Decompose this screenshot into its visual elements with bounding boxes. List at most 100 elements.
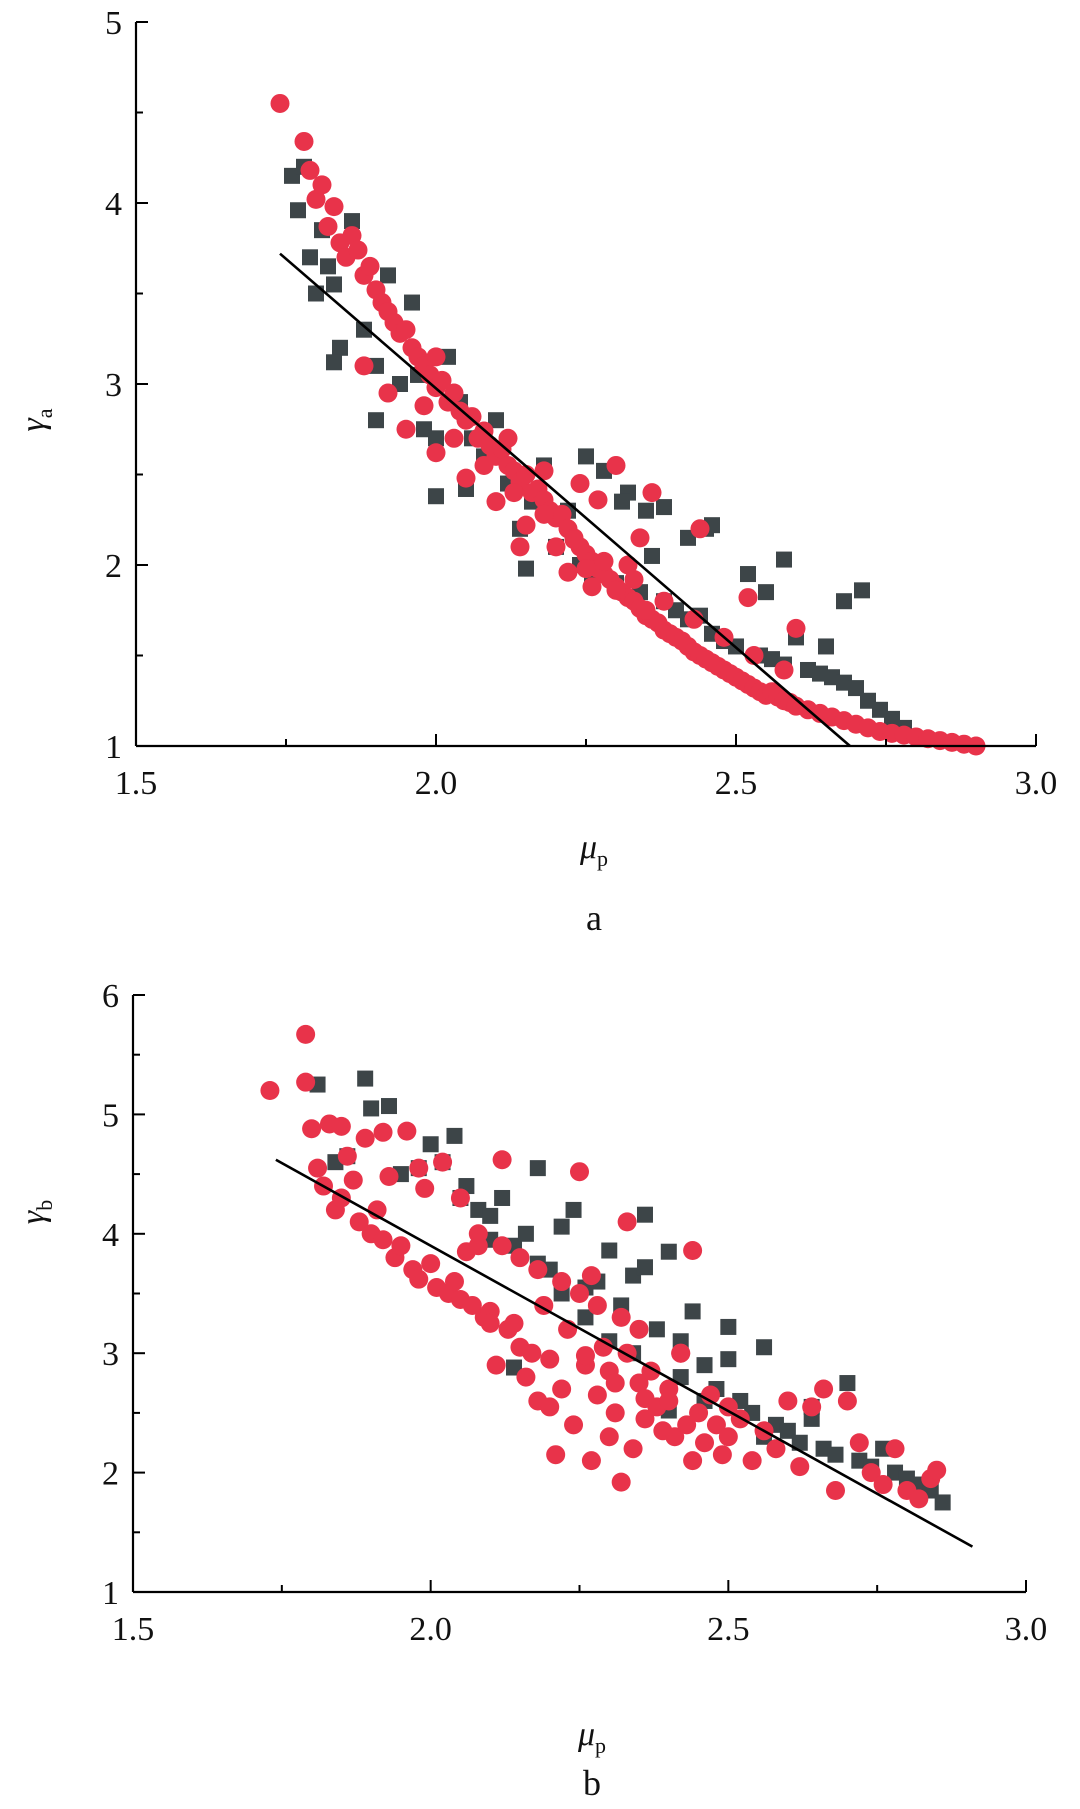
- panel-b-point: [373, 1230, 393, 1250]
- panel-b-y-tick-label: 3: [102, 1336, 119, 1373]
- panel-b-point: [468, 1224, 488, 1244]
- panel-b-point: [660, 1243, 677, 1260]
- panel-b-series-circles: [260, 1024, 947, 1509]
- panel-b-point: [296, 1072, 316, 1092]
- panel-b-point: [391, 1236, 411, 1256]
- panel-b-ticks: 1.5 2.0 2.5 3.0 1 2 3 4 5 6: [102, 978, 1047, 1648]
- panel-a-point: [486, 492, 506, 512]
- panel-a-point: [414, 396, 434, 416]
- panel-b-point: [462, 1295, 482, 1315]
- panel-b-point: [677, 1415, 697, 1435]
- panel-a-point: [690, 519, 710, 539]
- panel-b-x-tick-label: 3.0: [1005, 1611, 1048, 1648]
- panel-b-point: [337, 1146, 357, 1166]
- panel-b-point: [516, 1367, 536, 1387]
- panel-a-point: [312, 175, 332, 195]
- panel-b-point: [814, 1379, 834, 1399]
- panel-a-point: [498, 428, 518, 448]
- panel-b-point: [510, 1248, 530, 1268]
- panel-a-point: [396, 320, 416, 340]
- panel-a-point: [326, 354, 342, 371]
- panel-b-point: [343, 1170, 363, 1190]
- panel-b-point: [611, 1472, 631, 1492]
- panel-a-point: [356, 321, 372, 338]
- panel-b-point: [720, 1318, 737, 1335]
- panel-a-point: [474, 455, 494, 475]
- panel-b-point: [648, 1321, 665, 1338]
- panel-b-point: [529, 1160, 546, 1177]
- panel-a-point: [564, 530, 584, 550]
- panel-a-point: [404, 294, 420, 311]
- panel-a-point: [290, 202, 306, 219]
- panel-b-point: [409, 1269, 429, 1289]
- panel-b-point: [601, 1242, 618, 1259]
- panel-b-point: [587, 1385, 607, 1405]
- panel-a-point: [348, 240, 368, 260]
- panel-b-point: [450, 1188, 470, 1208]
- panel-b-point: [564, 1415, 584, 1435]
- panel-b-point: [839, 1375, 856, 1392]
- panel-b-ylabel: γb: [15, 1200, 57, 1224]
- panel-b-point: [581, 1451, 601, 1471]
- panel-a-point: [624, 569, 644, 589]
- panel-b-point: [587, 1295, 607, 1315]
- panel-b-point: [504, 1313, 524, 1333]
- panel-b-point: [712, 1445, 732, 1465]
- panel-a-point: [570, 474, 590, 494]
- panel-a-point: [306, 189, 326, 209]
- panel-a-label: a: [586, 898, 602, 938]
- panel-b-y-tick-label: 5: [102, 1097, 119, 1134]
- panel-a-x-tick-label: 2.0: [415, 765, 458, 802]
- panel-a-point: [854, 582, 870, 599]
- panel-b-point: [260, 1081, 280, 1101]
- panel-a-point: [426, 443, 446, 463]
- panel-b-point: [636, 1259, 653, 1276]
- panel-b-fit-line: [275, 1158, 974, 1548]
- panel-b-point: [635, 1389, 655, 1409]
- panel-b-point: [433, 1152, 453, 1172]
- panel-a-point: [332, 339, 348, 356]
- panel-b-point: [605, 1373, 625, 1393]
- panel-b-point: [517, 1225, 534, 1242]
- panel-a-point: [582, 577, 602, 597]
- panel-a-point: [758, 584, 774, 601]
- panel-b-point: [570, 1284, 589, 1303]
- panel-b-x-tick-label: 2.0: [409, 1611, 452, 1648]
- panel-b-point: [528, 1260, 548, 1280]
- panel-a-point: [606, 580, 626, 600]
- panel-a-point: [396, 419, 416, 439]
- panel-b-point: [659, 1379, 679, 1399]
- panel-b-point: [570, 1162, 589, 1182]
- panel-a-point: [606, 455, 626, 475]
- panel-a-point: [444, 383, 464, 403]
- panel-a-axes: [134, 22, 1036, 748]
- panel-b-y-tick-label: 6: [102, 978, 119, 1015]
- panel-a-point: [444, 428, 464, 448]
- panel-b-point: [742, 1451, 762, 1471]
- panel-b-point: [909, 1489, 929, 1509]
- panel-b-label: b: [583, 1763, 601, 1803]
- panel-a-point: [774, 660, 794, 680]
- panel-a-fit-line: [279, 252, 851, 747]
- panel-a-point: [578, 448, 594, 465]
- panel-a-point: [428, 488, 444, 505]
- panel-a-point: [552, 504, 572, 524]
- panel-a-point: [462, 407, 482, 427]
- panel-a-point: [426, 347, 446, 367]
- panel-b-point: [683, 1241, 703, 1261]
- panel-b-point: [296, 1024, 316, 1044]
- panel-b-point: [778, 1391, 798, 1411]
- panel-b-y-tick-label: 1: [102, 1575, 119, 1612]
- panel-a-point: [618, 555, 638, 575]
- panel-a-point: [318, 217, 338, 237]
- panel-b-point: [683, 1451, 703, 1471]
- panel-a-point: [776, 551, 792, 568]
- panel-a-point: [818, 638, 834, 655]
- panel-b-point: [379, 1166, 399, 1186]
- panel-b-point: [302, 1119, 322, 1139]
- panel-b-point: [671, 1343, 691, 1363]
- panel-b-point: [617, 1212, 637, 1232]
- panel-a-point: [354, 356, 374, 376]
- panel-b-point: [791, 1434, 808, 1451]
